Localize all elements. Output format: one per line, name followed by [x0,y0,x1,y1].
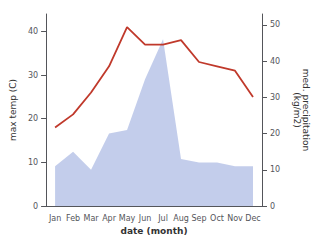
svg-text:30: 30 [270,93,280,102]
svg-text:May: May [119,214,136,223]
svg-text:40: 40 [270,57,280,66]
svg-text:med. precipitation: med. precipitation [300,68,311,152]
svg-text:max temp (C): max temp (C) [8,79,18,141]
svg-text:Dec: Dec [245,214,260,223]
svg-text:50: 50 [270,20,280,29]
svg-text:Oct: Oct [210,214,224,223]
svg-text:Jul: Jul [157,214,168,223]
svg-text:Jun: Jun [138,214,152,223]
svg-text:Sep: Sep [191,214,206,223]
svg-text:0: 0 [33,202,38,211]
svg-text:20: 20 [28,114,38,123]
svg-text:10: 10 [28,158,38,167]
svg-text:0: 0 [270,202,275,211]
svg-text:10: 10 [270,165,280,174]
svg-text:Nov: Nov [227,214,243,223]
svg-text:Jan: Jan [48,214,61,223]
svg-text:Feb: Feb [66,214,80,223]
svg-text:(kg/m2): (kg/m2) [292,92,302,127]
svg-text:Aug: Aug [173,214,189,223]
svg-text:40: 40 [28,27,38,36]
svg-text:Apr: Apr [102,214,117,223]
svg-text:20: 20 [270,129,280,138]
svg-text:Mar: Mar [84,214,100,223]
svg-text:30: 30 [28,71,38,80]
svg-text:date (month): date (month) [121,226,188,236]
